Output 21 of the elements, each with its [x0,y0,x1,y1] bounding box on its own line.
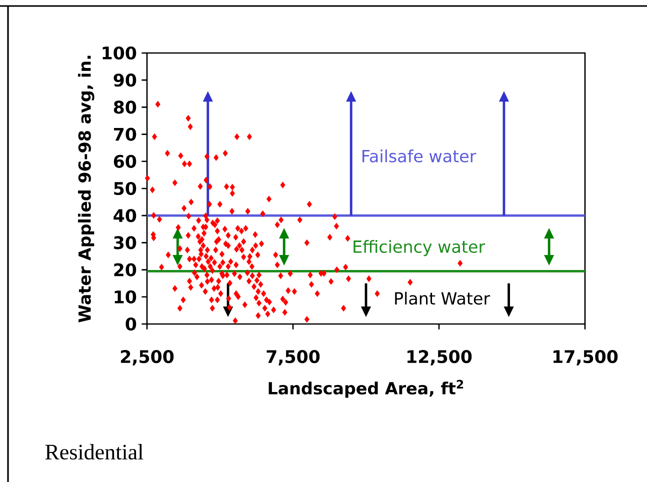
ref-line-label: Failsafe water [362,150,476,162]
text: Residential [45,444,144,460]
y-tick-label: 60 [114,154,136,168]
x-axis-title: Landscaped Area, ft$^{2}$ [268,380,464,398]
x-tick-label: 2,500 [120,350,174,366]
y-tick-label: 40 [114,209,136,222]
y-tick-label: 70 [114,128,136,141]
x-tick-label: 12,500 [408,350,472,366]
x-tick-label: 17,500 [554,350,618,366]
y-tick-label: 30 [114,236,136,250]
y-tick-label: 90 [114,74,136,87]
annotation: Plant Water [395,292,490,305]
y-tick-label: 10 [114,290,136,304]
y-tick-label: 50 [114,182,136,196]
y-tick-label: 100 [102,46,136,60]
y-tick-label: 80 [114,100,136,114]
y-tick-label: 0 [126,317,136,331]
x-tick-label: 7,500 [266,350,320,366]
ref-line-label: Efficiency water [354,240,486,256]
y-tick-label: 20 [114,263,136,276]
y-axis-title: Water Applied 96-98 avg, in. [78,56,94,322]
